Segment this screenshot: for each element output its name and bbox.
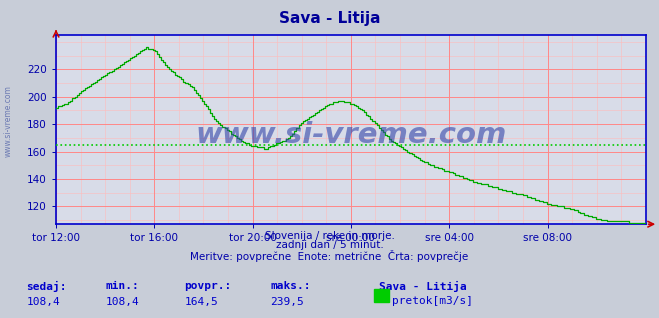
Text: www.si-vreme.com: www.si-vreme.com bbox=[3, 85, 13, 157]
Text: www.si-vreme.com: www.si-vreme.com bbox=[195, 121, 507, 149]
Text: sedaj:: sedaj: bbox=[26, 281, 67, 293]
Text: 108,4: 108,4 bbox=[105, 297, 139, 307]
Text: maks.:: maks.: bbox=[270, 281, 310, 291]
Text: Meritve: povprečne  Enote: metrične  Črta: povprečje: Meritve: povprečne Enote: metrične Črta:… bbox=[190, 250, 469, 262]
Text: pretok[m3/s]: pretok[m3/s] bbox=[392, 296, 473, 306]
Text: Sava - Litija: Sava - Litija bbox=[379, 281, 467, 293]
Text: 164,5: 164,5 bbox=[185, 297, 218, 307]
Text: Sava - Litija: Sava - Litija bbox=[279, 11, 380, 26]
Text: povpr.:: povpr.: bbox=[185, 281, 232, 291]
Text: Slovenija / reke in morje.: Slovenija / reke in morje. bbox=[264, 231, 395, 240]
Text: min.:: min.: bbox=[105, 281, 139, 291]
Text: zadnji dan / 5 minut.: zadnji dan / 5 minut. bbox=[275, 240, 384, 250]
Text: 239,5: 239,5 bbox=[270, 297, 304, 307]
Text: 108,4: 108,4 bbox=[26, 297, 60, 307]
